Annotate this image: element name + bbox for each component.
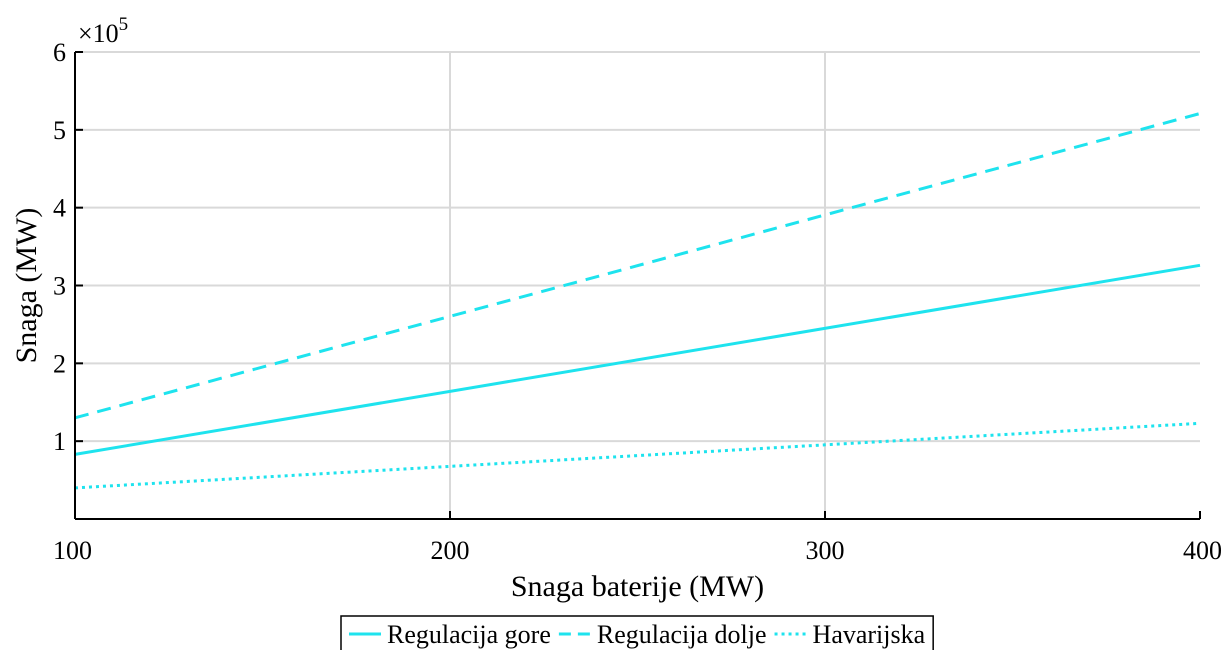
legend-label-3: Havarijska — [813, 620, 926, 649]
y-tick-label-6: 6 — [53, 38, 66, 67]
series-group — [74, 112, 1201, 490]
legend-item-3: Havarijska — [774, 620, 926, 649]
legend-label-2: Regulacija dolje — [597, 620, 767, 649]
x-axis-label: Snaga baterije (MW) — [511, 570, 764, 603]
legend: Regulacija gore Regulacija dolje Havarijsk… — [340, 615, 934, 650]
y-tick-label-5: 5 — [53, 116, 66, 145]
y-axis-exponent-label: ×105 — [78, 14, 128, 48]
legend-item-1: Regulacija gore — [349, 620, 551, 649]
x-tick-labels: 100 200 300 400 — [53, 536, 1222, 565]
x-tick-label-300: 300 — [806, 536, 845, 565]
legend-item-2: Regulacija dolje — [558, 620, 767, 649]
y-tick-labels: 1 2 3 4 5 6 — [53, 38, 66, 456]
y-tick-label-4: 4 — [53, 194, 66, 223]
x-tick-label-100: 100 — [53, 536, 92, 565]
series-line-1 — [74, 263, 1201, 456]
y-tick-label-3: 3 — [53, 272, 66, 301]
legend-label-1: Regulacija gore — [387, 620, 551, 649]
series-line-2 — [74, 112, 1201, 420]
x-tick-label-400: 400 — [1183, 536, 1222, 565]
y-axis-label: Snaga (MW) — [10, 208, 43, 364]
axes — [74, 51, 1201, 520]
y-tick-label-2: 2 — [53, 349, 66, 378]
y-axis-exponent-power: 5 — [119, 14, 129, 35]
series-line-3 — [74, 421, 1201, 490]
grid-lines — [75, 51, 1200, 519]
legend-box — [340, 615, 934, 650]
y-tick-label-1: 1 — [53, 427, 66, 456]
x-tick-label-200: 200 — [431, 536, 470, 565]
